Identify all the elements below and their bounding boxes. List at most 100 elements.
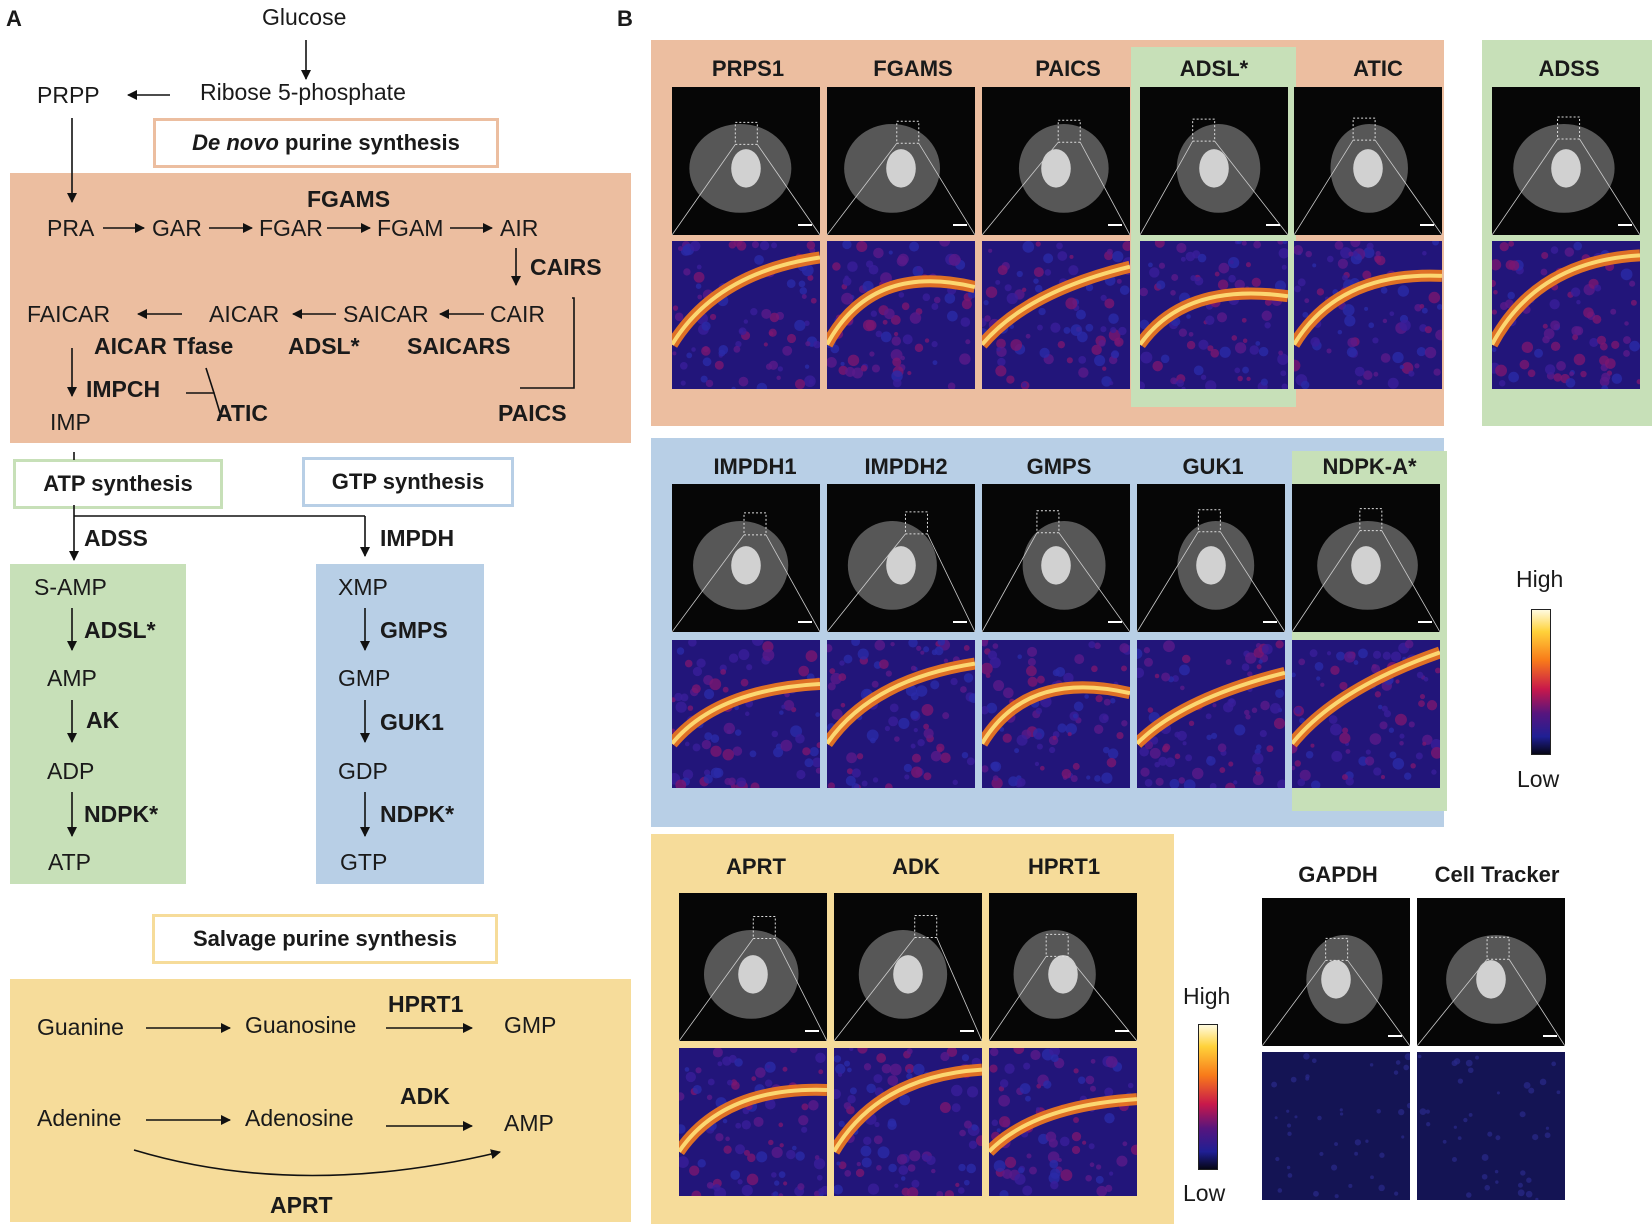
metabolite-gtp: GTP (340, 849, 388, 875)
colorbar1 (1531, 609, 1551, 755)
colorbar1-high-label: High (1516, 566, 1564, 592)
adss-enzyme-label: ADSS (84, 525, 148, 551)
micro-gapdh (1262, 898, 1410, 1046)
header-fgams: FGAMS (873, 56, 953, 81)
saicars-enzyme-label: SAICARS (407, 333, 511, 359)
heat-adss (1492, 241, 1640, 389)
metabolite-adenine: Adenine (37, 1105, 122, 1131)
salvage-title: Salvage purine synthesis (152, 914, 498, 964)
header-atic: ATIC (1353, 56, 1403, 81)
header-adss: ADSS (1538, 56, 1600, 81)
colorbar2 (1198, 1024, 1218, 1170)
micro-adsl (1140, 87, 1288, 235)
metabolite-s-amp: S-AMP (34, 574, 107, 600)
adk-enzyme-label: ADK (400, 1083, 450, 1109)
header-hprt1: HPRT1 (1027, 854, 1101, 879)
metabolite-adenosine: Adenosine (245, 1105, 354, 1131)
heat-impdh2 (827, 640, 975, 788)
metabolite-gdp: GDP (338, 758, 388, 784)
heat-impdh1 (672, 640, 820, 788)
heat-paics (982, 241, 1130, 389)
fgams-enzyme-label: FGAMS (307, 186, 391, 212)
header-prps1: PRPS1 (711, 56, 785, 81)
heat-fgams (827, 241, 975, 389)
impch-enzyme-label: IMPCH (86, 376, 161, 402)
denovo-title-rest: purine synthesis (278, 130, 460, 155)
adsl-enzyme-label-denovo: ADSL* (288, 333, 360, 359)
micro-atic (1294, 87, 1442, 235)
cairs-enzyme-label: CAIRS (530, 254, 602, 280)
header-paics: PAICS (1035, 56, 1101, 81)
gtp-region (316, 564, 484, 884)
hprt1-enzyme-label: HPRT1 (388, 991, 464, 1017)
header-impdh1: IMPDH1 (713, 454, 797, 479)
heat-guk1 (1137, 640, 1285, 788)
atic-enzyme-label: ATIC (216, 400, 268, 426)
metabolite-guanosine: Guanosine (245, 1012, 357, 1038)
header-aprt: APRT (726, 854, 786, 879)
micro-impdh2 (827, 484, 975, 632)
heat-adsl (1140, 241, 1288, 389)
header-adsl: ADSL* (1179, 56, 1249, 81)
header-ndpk-a: NDPK-A* (1322, 454, 1417, 479)
adsl-enzyme-label-atp: ADSL* (84, 617, 156, 643)
heat-adk (834, 1048, 982, 1196)
panel-b-letter: B (617, 6, 633, 31)
denovo-region (10, 173, 631, 443)
metabolite-amp-salvage: AMP (504, 1110, 554, 1136)
ak-enzyme-label: AK (86, 707, 120, 733)
metabolite-cair: CAIR (490, 301, 545, 327)
heat-ndpk (1292, 640, 1440, 788)
micro-aprt (679, 893, 827, 1041)
prpp-label: PRPP (37, 82, 100, 108)
colorbar2-high-label: High (1183, 983, 1231, 1009)
metabolite-xmp: XMP (338, 574, 388, 600)
guk1-enzyme-label: GUK1 (380, 709, 444, 735)
heat-celltracker (1417, 1052, 1565, 1200)
header-impdh2: IMPDH2 (864, 454, 948, 479)
colorbar1-low-label: Low (1517, 766, 1560, 792)
metabolite-fgam: FGAM (377, 215, 444, 241)
heat-atic (1294, 241, 1442, 389)
metabolite-guanine: Guanine (37, 1014, 124, 1040)
ndpk-enzyme-label-gtp: NDPK* (380, 801, 455, 827)
metabolite-aicar: AICAR (209, 301, 280, 327)
micro-hprt1 (989, 893, 1137, 1041)
metabolite-fgar: FGAR (259, 215, 323, 241)
heat-hprt1 (989, 1048, 1137, 1196)
denovo-title-italic: De novo (192, 130, 279, 155)
heat-prps1 (672, 241, 820, 389)
glucose-label: Glucose (262, 4, 347, 30)
micro-celltracker (1417, 898, 1565, 1046)
metabolite-atp: ATP (48, 849, 92, 875)
header-gmps: GMPS (1026, 454, 1092, 479)
micro-gmps (982, 484, 1130, 632)
header-guk1: GUK1 (1182, 454, 1244, 479)
header-cell-tracker: Cell Tracker (1434, 862, 1560, 887)
micro-adss (1492, 87, 1640, 235)
micro-prps1 (672, 87, 820, 235)
metabolite-pra: PRA (47, 215, 95, 241)
micro-ndpk (1292, 484, 1440, 632)
panel-a-letter: A (6, 6, 22, 31)
metabolite-gar: GAR (152, 215, 202, 241)
micro-paics (982, 87, 1130, 235)
ndpk-enzyme-label-atp: NDPK* (84, 801, 159, 827)
colorbar2-low-label: Low (1183, 1180, 1226, 1206)
heat-gapdh (1262, 1052, 1410, 1200)
gtp-synthesis-title: GTP synthesis (302, 457, 514, 507)
heat-gmps (982, 640, 1130, 788)
aicar-tfase-label: AICAR Tfase (94, 333, 234, 359)
metabolite-faicar: FAICAR (27, 301, 111, 327)
header-adk: ADK (892, 854, 940, 879)
denovo-title: De novo purine synthesis (153, 118, 499, 168)
salvage-region (10, 979, 631, 1222)
micro-impdh1 (672, 484, 820, 632)
aprt-enzyme-label: APRT (270, 1192, 333, 1218)
metabolite-air: AIR (500, 215, 539, 241)
header-gapdh: GAPDH (1298, 862, 1378, 887)
ribose-label: Ribose 5-phosphate (200, 79, 406, 105)
impdh-enzyme-label: IMPDH (380, 525, 455, 551)
micro-adk (834, 893, 982, 1041)
